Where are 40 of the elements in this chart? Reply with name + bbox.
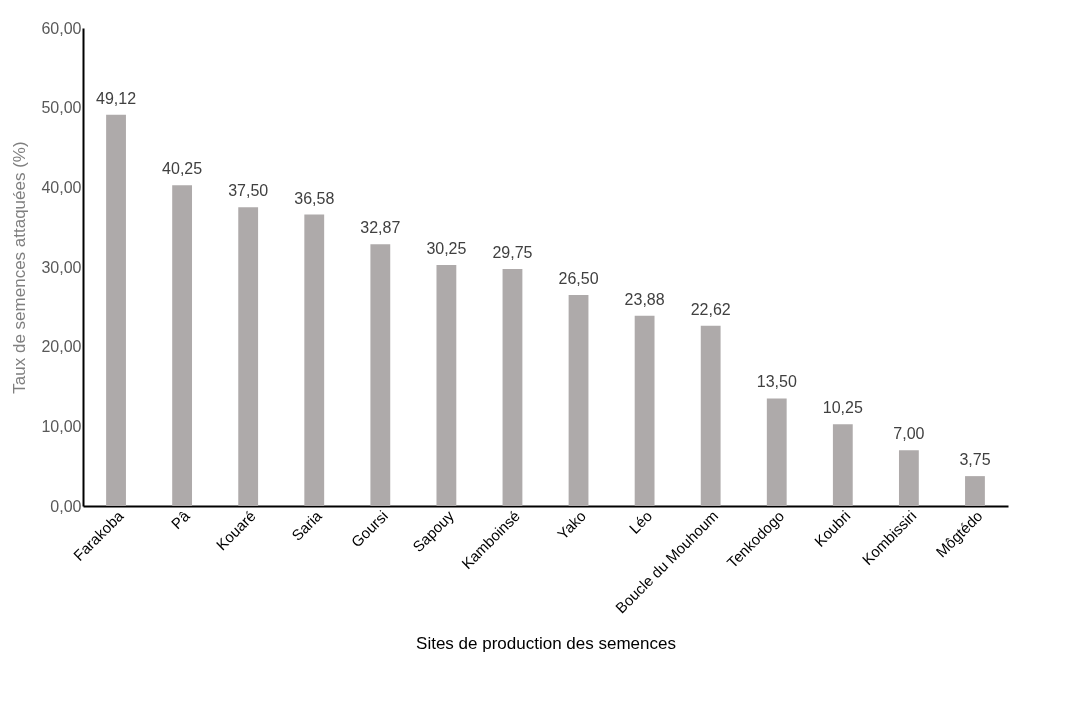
data-label: 36,58 xyxy=(294,189,335,207)
data-label: 49,12 xyxy=(96,89,137,107)
y-tick-label: 10,00 xyxy=(41,417,82,435)
bar xyxy=(370,244,391,506)
bar xyxy=(502,268,523,506)
bar xyxy=(304,214,325,506)
data-label: 3,75 xyxy=(959,451,991,469)
data-label: 40,25 xyxy=(162,160,203,178)
data-label: 7,00 xyxy=(893,425,925,443)
bar xyxy=(172,185,193,506)
y-tick-label: 0,00 xyxy=(50,497,82,515)
bar xyxy=(238,207,259,506)
data-label: 10,25 xyxy=(822,399,863,417)
y-tick-label: 20,00 xyxy=(41,338,82,356)
data-label: 26,50 xyxy=(558,269,599,287)
bar xyxy=(898,450,919,506)
data-label: 23,88 xyxy=(624,290,665,308)
data-label: 32,87 xyxy=(360,219,401,237)
bar xyxy=(106,114,126,506)
data-label: 30,25 xyxy=(426,240,467,258)
bar xyxy=(568,294,589,506)
y-axis-title: Taux de semences attaquées (%) xyxy=(10,141,30,394)
y-tick-label: 50,00 xyxy=(41,99,82,117)
bar xyxy=(436,265,457,506)
y-tick-label: 40,00 xyxy=(41,178,82,196)
data-label: 29,75 xyxy=(492,243,533,261)
bar xyxy=(965,476,985,506)
x-tick-label: Léo xyxy=(625,507,656,537)
data-label: 13,50 xyxy=(756,373,797,391)
x-tick-label: Yako xyxy=(553,507,590,543)
y-tick-label: 30,00 xyxy=(41,258,82,276)
bar xyxy=(832,424,853,506)
data-label: 37,50 xyxy=(228,182,269,200)
y-tick-label: 60,00 xyxy=(41,19,82,37)
x-axis-title: Sites de production des semences xyxy=(416,634,676,654)
x-tick-label: Pâ xyxy=(167,506,194,533)
bar xyxy=(700,325,721,506)
bar xyxy=(766,398,787,506)
data-label: 22,62 xyxy=(690,300,731,318)
bar xyxy=(634,315,655,506)
